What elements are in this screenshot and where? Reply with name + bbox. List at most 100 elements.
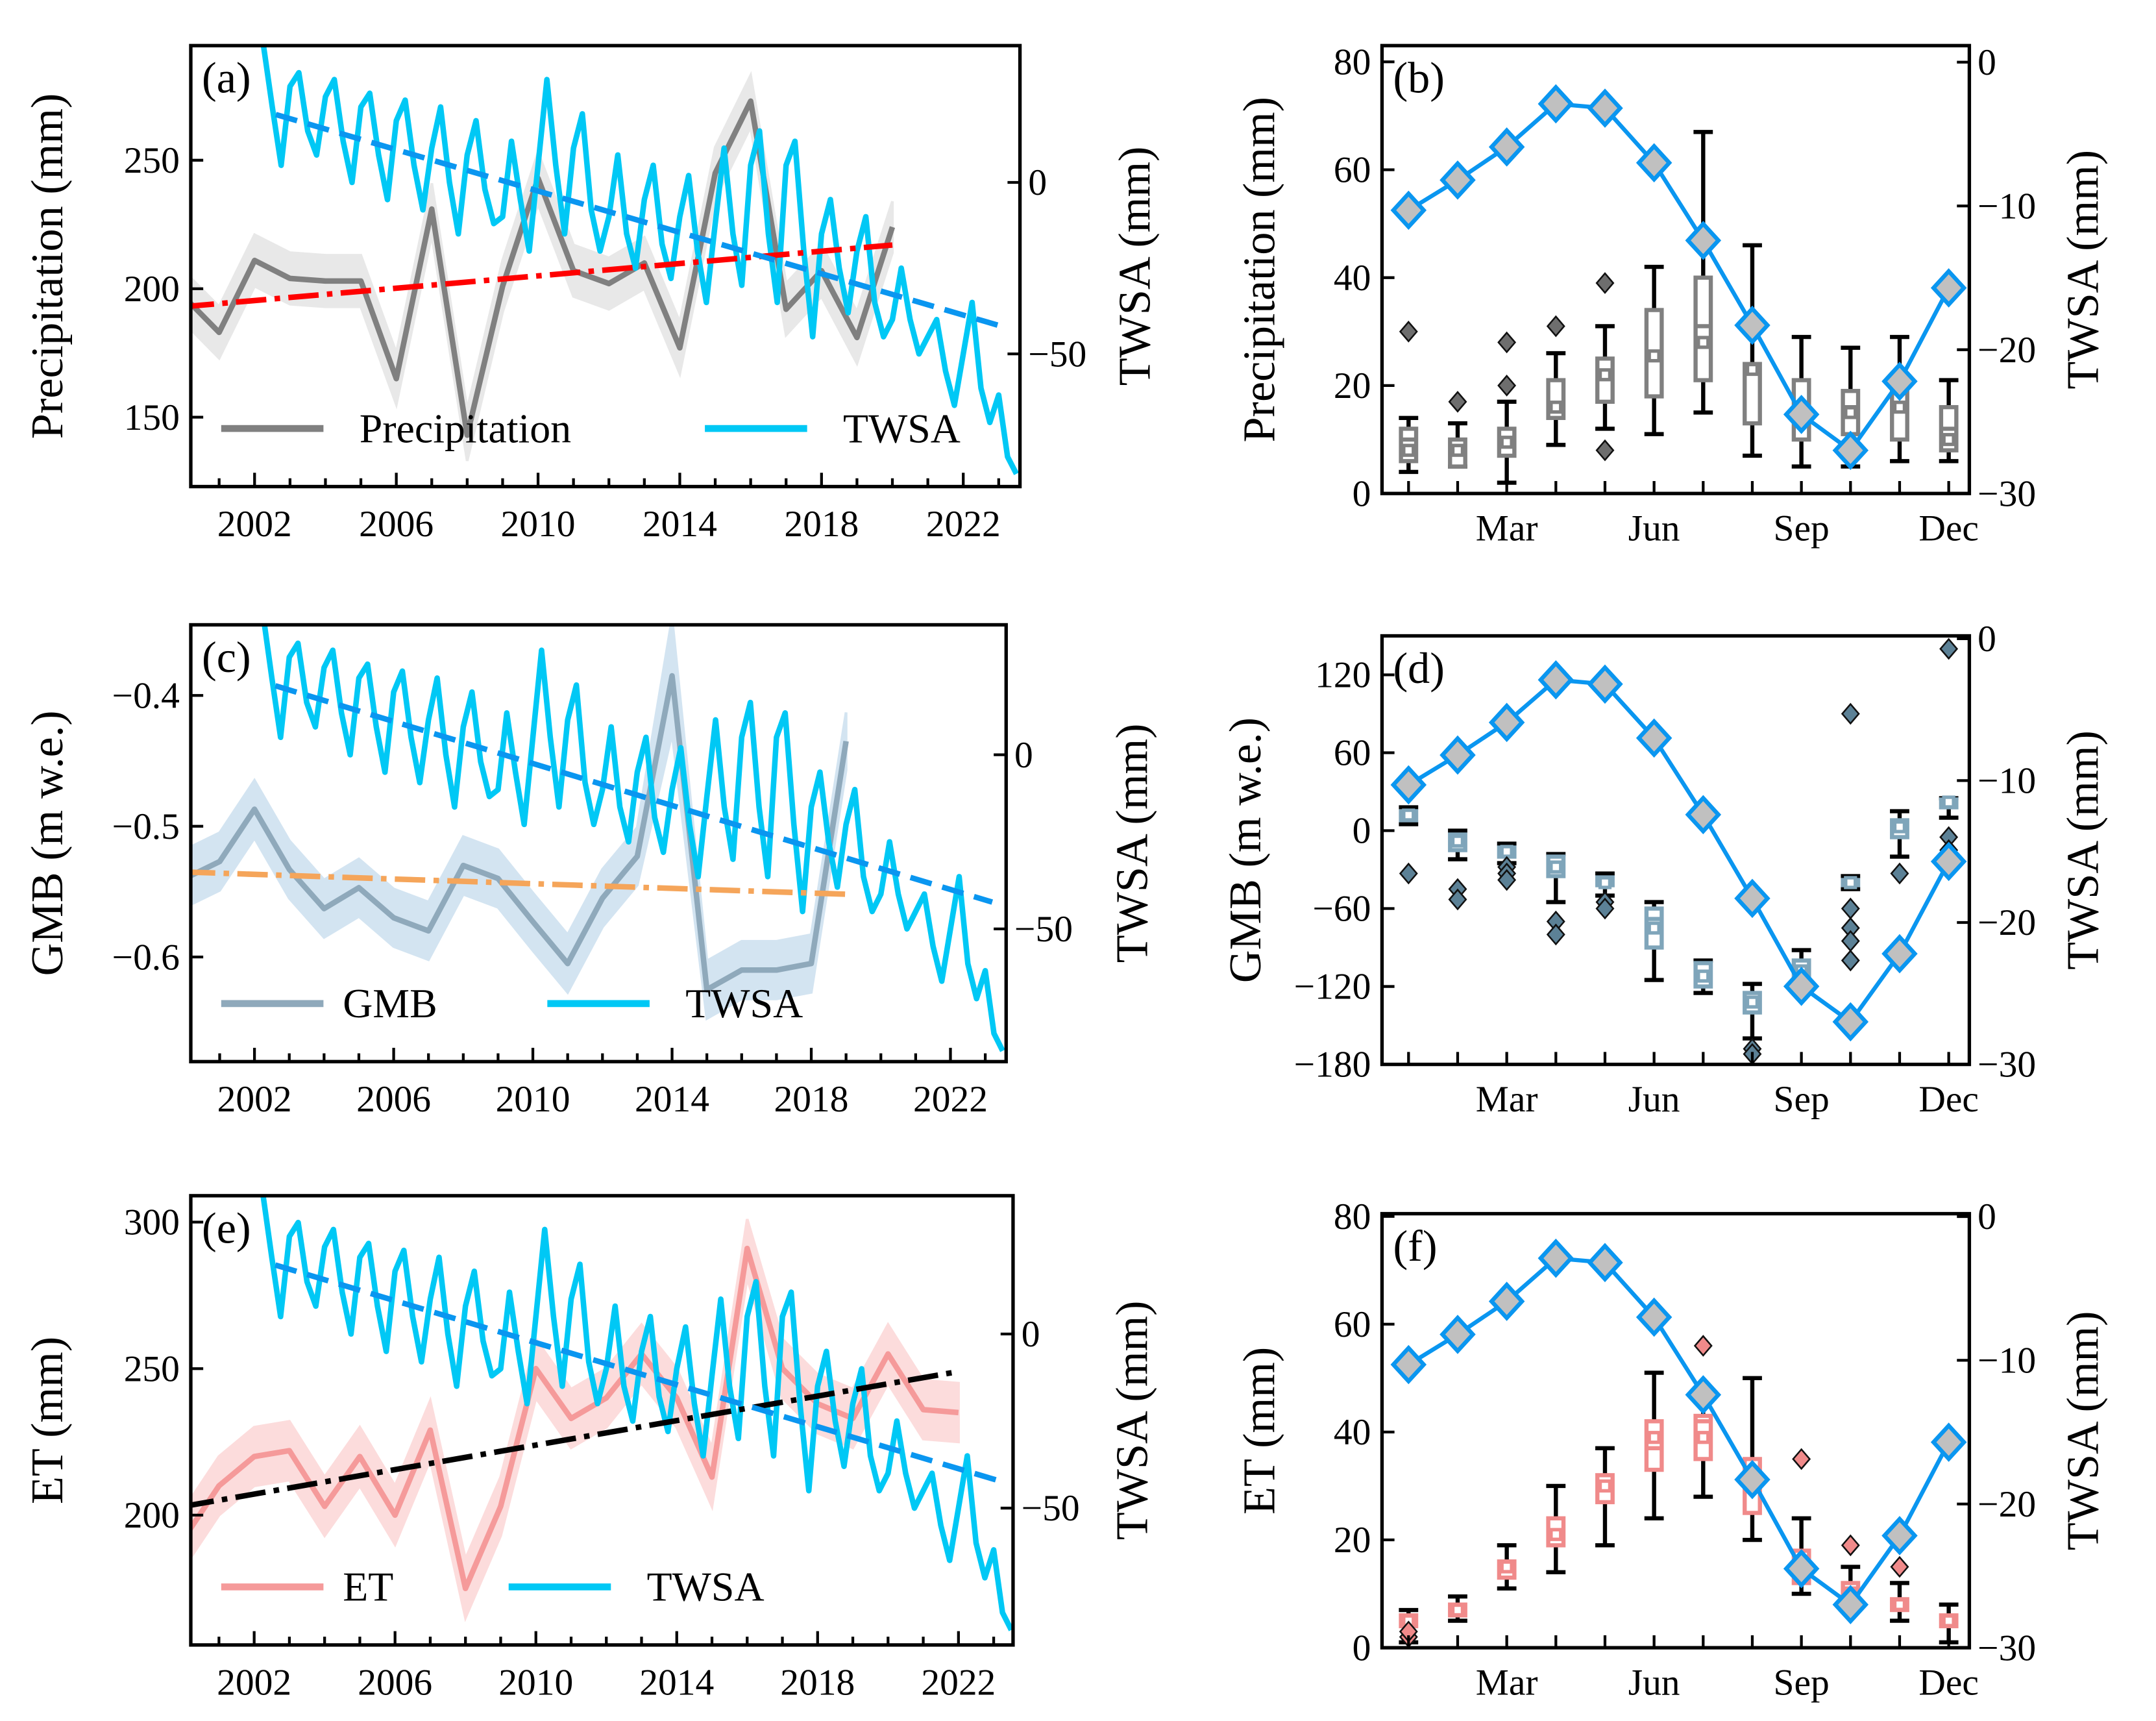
x-tick-label: 2002 bbox=[217, 1079, 292, 1120]
x-tick-label: Jun bbox=[1628, 508, 1680, 549]
mean-marker bbox=[1942, 795, 1955, 809]
y-tick-label: 60 bbox=[1334, 150, 1371, 191]
x-tick-label: 2022 bbox=[921, 1663, 996, 1703]
y-tick-label: 150 bbox=[124, 397, 180, 438]
panel-d: Mar Jun Sep Dec −180 −120 −60 0 60 120 0 −10 −20 −30 G… bbox=[1220, 619, 2108, 1120]
y-tick-label: −0.6 bbox=[112, 937, 180, 978]
box-month-2 bbox=[1448, 390, 1467, 469]
y-axis-label-right: TWSA (mm) bbox=[2057, 150, 2108, 390]
outlier-marker bbox=[1693, 1335, 1713, 1357]
mean-marker bbox=[1402, 443, 1415, 457]
box-month-8 bbox=[1743, 1376, 1762, 1542]
twsa-marker bbox=[1635, 143, 1672, 183]
box-month-12 bbox=[1939, 638, 1959, 861]
y-tick-label: 20 bbox=[1334, 1520, 1371, 1561]
axes-frame bbox=[189, 43, 1022, 489]
x-tick-label: 2010 bbox=[496, 1079, 570, 1120]
outlier-marker bbox=[1841, 702, 1860, 725]
box-month-10 bbox=[1841, 702, 1861, 972]
x-tick-label: 2018 bbox=[774, 1079, 849, 1120]
mean-marker bbox=[1598, 1479, 1612, 1493]
twsa-marker bbox=[1832, 1002, 1869, 1042]
box-month-2 bbox=[1448, 828, 1467, 911]
x-tick-label: 2014 bbox=[643, 504, 717, 545]
twsa-marker bbox=[1587, 664, 1623, 704]
twsa-marker bbox=[1587, 1243, 1623, 1283]
twsa-marker bbox=[1783, 967, 1820, 1006]
box-month-8 bbox=[1743, 982, 1762, 1065]
outlier-marker bbox=[1890, 862, 1909, 885]
y-tick-label: 60 bbox=[1334, 733, 1371, 774]
y-tick-label-right: −30 bbox=[1978, 1045, 2036, 1085]
y-tick-label: 200 bbox=[124, 1495, 180, 1536]
y-tick-label: 60 bbox=[1334, 1304, 1371, 1345]
x-tick-label: Jun bbox=[1628, 1079, 1680, 1120]
y-tick-label-right: −20 bbox=[1978, 330, 2036, 371]
twsa-marker bbox=[1734, 305, 1770, 345]
mean-marker bbox=[1500, 1560, 1513, 1574]
x-tick-label: Dec bbox=[1918, 1079, 1979, 1120]
twsa-marker bbox=[1587, 88, 1623, 128]
x-tick-label: 2006 bbox=[356, 1079, 431, 1120]
y-tick-label-right: 0 bbox=[1028, 162, 1047, 203]
y-tick-label: −120 bbox=[1294, 967, 1371, 1008]
twsa-marker bbox=[1488, 127, 1525, 167]
plot-area bbox=[1399, 638, 1959, 1065]
y-tick-label: 200 bbox=[124, 269, 180, 310]
mean-marker bbox=[1893, 1598, 1907, 1611]
x-tick-label: Jun bbox=[1628, 1663, 1680, 1703]
y-tick-label-right: −50 bbox=[1014, 909, 1073, 950]
twsa-marker bbox=[1635, 1297, 1672, 1337]
mean-marker bbox=[1500, 436, 1513, 449]
outlier-marker bbox=[1890, 1555, 1909, 1578]
uncertainty-band bbox=[190, 625, 848, 1021]
mean-marker bbox=[1942, 1614, 1955, 1628]
panel-letter: (e) bbox=[202, 1203, 251, 1252]
box-month-3 bbox=[1497, 331, 1517, 485]
box-month-7 bbox=[1693, 1335, 1713, 1499]
twsa-marker bbox=[1685, 221, 1722, 260]
trend-line-gmb bbox=[190, 869, 846, 897]
mean-marker bbox=[1697, 1431, 1710, 1444]
mean-marker bbox=[1647, 1431, 1661, 1444]
y-tick-label: 250 bbox=[124, 1348, 180, 1389]
mean-marker bbox=[1942, 432, 1955, 447]
twsa-marker bbox=[1685, 795, 1722, 835]
mean-marker bbox=[1745, 995, 1759, 1009]
panel-e: 2002 2006 2010 2014 2018 2022 ET TWSA 200 250 300 0… bbox=[22, 1194, 1157, 1703]
x-tick-label: Mar bbox=[1476, 1079, 1538, 1120]
trend-line-et bbox=[190, 1368, 959, 1508]
y-tick-label: −60 bbox=[1313, 889, 1371, 930]
legend-label: TWSA bbox=[647, 1564, 765, 1610]
mean-marker bbox=[1549, 401, 1563, 414]
box-month-2 bbox=[1448, 1594, 1467, 1623]
trend-line-twsa bbox=[275, 112, 1007, 330]
y-axis-label-right: TWSA (mm) bbox=[1107, 723, 1157, 963]
outlier-marker bbox=[1792, 1448, 1811, 1470]
y-tick-label-right: 0 bbox=[1022, 1314, 1040, 1355]
box-iqr bbox=[1693, 275, 1713, 382]
series-line-et bbox=[190, 1245, 959, 1592]
x-tick-label: Sep bbox=[1774, 1079, 1830, 1120]
y-tick-label-right: −30 bbox=[1978, 1628, 2036, 1668]
panel-letter: (f) bbox=[1393, 1221, 1437, 1270]
twsa-marker bbox=[1439, 160, 1476, 200]
twsa-marker bbox=[1390, 765, 1427, 805]
y-axis-label: GMB (m w.e.) bbox=[1220, 717, 1271, 983]
legend-label: GMB bbox=[343, 980, 437, 1026]
box-month-8 bbox=[1743, 243, 1762, 458]
series-line-twsa bbox=[1407, 101, 1951, 454]
y-tick-label: −0.4 bbox=[112, 675, 180, 716]
y-tick-label-right: 0 bbox=[1978, 619, 1996, 660]
mean-marker bbox=[1402, 808, 1415, 822]
twsa-marker bbox=[1783, 395, 1820, 434]
mean-marker bbox=[1500, 845, 1513, 858]
mean-marker bbox=[1893, 820, 1907, 834]
mean-marker bbox=[1697, 336, 1710, 349]
outlier-marker bbox=[1546, 923, 1565, 946]
y-tick-label-right: −30 bbox=[1978, 473, 2036, 514]
series-line-twsa bbox=[1407, 1256, 1951, 1608]
mean-marker bbox=[1697, 969, 1710, 983]
box-month-11 bbox=[1890, 809, 1909, 885]
series-line-twsa bbox=[262, 625, 1005, 1052]
